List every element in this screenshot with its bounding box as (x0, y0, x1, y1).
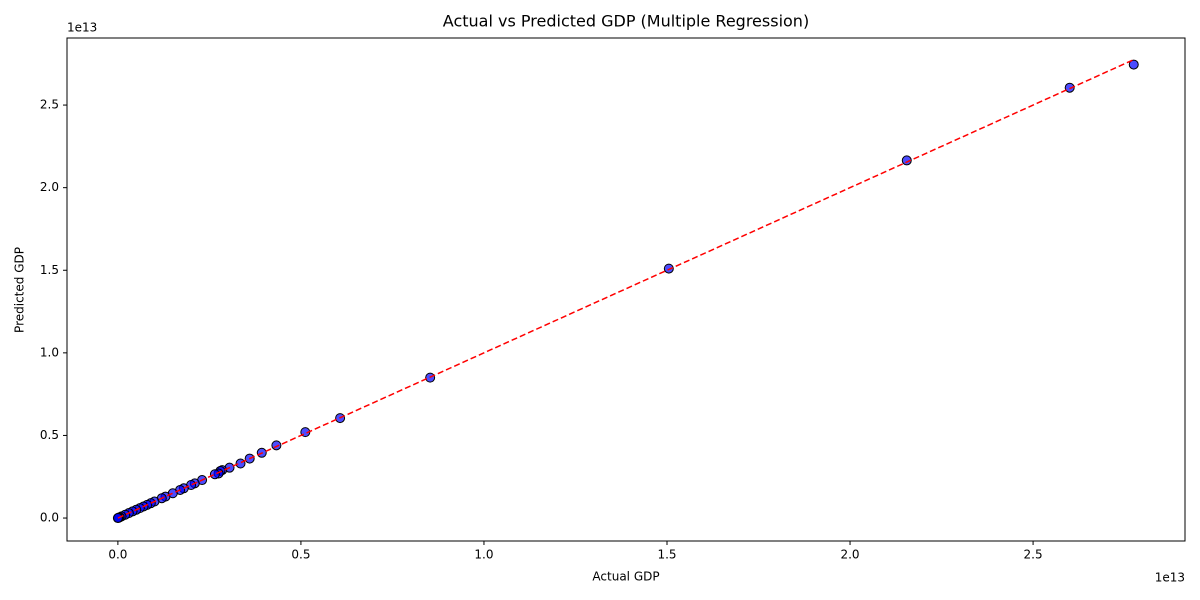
y-tick-label: 1.5 (40, 263, 59, 277)
x-tick-label: 2.0 (840, 548, 859, 562)
chart-title: Actual vs Predicted GDP (Multiple Regres… (443, 12, 809, 31)
x-tick-label: 1.0 (474, 548, 493, 562)
x-tick-label: 2.5 (1024, 548, 1043, 562)
reference-line (117, 58, 1135, 519)
x-axis-label: Actual GDP (592, 570, 659, 584)
point (1128, 59, 1139, 70)
y-tick-label: 2.5 (40, 98, 59, 112)
point (901, 155, 912, 166)
x-tick-label: 0.5 (291, 548, 310, 562)
y-tick-label: 0.0 (40, 511, 59, 525)
plot-frame (66, 37, 1186, 542)
x-tick-label: 0.0 (108, 548, 127, 562)
y-tick-label: 0.5 (40, 428, 59, 442)
point (1064, 82, 1075, 93)
y-tick-label: 1.0 (40, 345, 59, 359)
point (209, 469, 220, 480)
x-tick-label: 1.5 (657, 548, 676, 562)
y-offset-label: 1e13 (67, 21, 97, 35)
y-tick-label: 2.0 (40, 180, 59, 194)
point (271, 440, 282, 451)
x-offset-label: 1e13 (1155, 571, 1185, 585)
point (663, 263, 674, 274)
y-axis-label: Predicted GDP (13, 247, 27, 333)
